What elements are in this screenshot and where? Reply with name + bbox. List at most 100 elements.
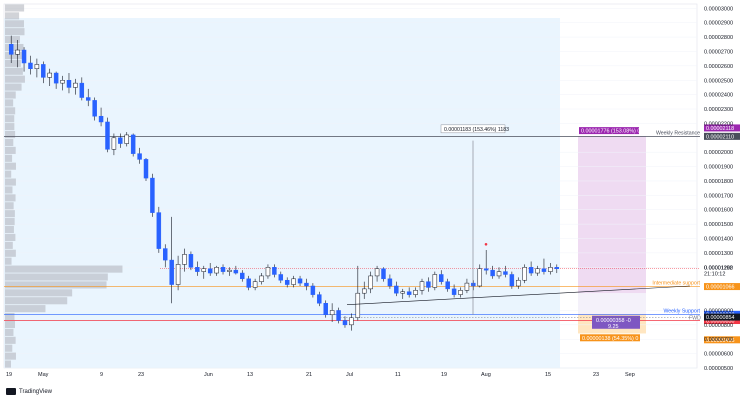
profile-bar [5,344,13,352]
candle-body [105,121,110,150]
profile-bar [5,297,68,305]
candle-body [419,281,425,291]
candle-body [535,268,540,274]
candle-body [130,134,136,154]
x-tick-label: 15 [545,372,551,378]
candle-body [516,279,521,287]
y-tick-label: 0.00000900 [704,308,733,314]
candles [8,35,560,331]
candle-body [329,310,335,316]
stop-box [580,334,640,342]
candle-body [8,44,14,55]
candle-body [503,271,508,275]
candle-body [60,80,65,84]
candle-body [284,279,290,285]
candle-body [175,264,181,285]
x-tick-label: 13 [247,372,253,378]
y-tick-label: 0.00002600 [704,64,733,70]
tradingview-logo-icon [6,388,16,395]
profile-bar [5,146,16,154]
candle-body [47,72,52,78]
price-tag-label: 0.00000830 [706,319,734,325]
candle-body [342,320,348,326]
y-tick-label: 0.00000600 [704,352,733,358]
profile-bar [5,265,123,273]
x-tick-label: 23 [138,372,144,378]
footer: TradingView [6,388,52,395]
price-tag [704,336,740,344]
y-tick-label: 0.00001900 [704,165,733,171]
candle-body [21,49,27,64]
signal-marker [484,242,488,246]
y-tick-label: 0.00001800 [704,179,733,185]
candle-body [28,62,33,69]
candle-body [15,49,20,55]
candle-body [304,282,309,287]
measure-label: 0.00001183 (153.46%) 1183 [444,127,509,133]
y-tick-label: 0.00002000 [704,150,733,156]
candle-body [201,268,207,272]
profile-bar [5,107,16,115]
x-axis: 19 May 9 23 Jun 13 21 Jul 11 19 Aug 15 23 Sep [6,372,635,378]
background-layer [3,3,698,369]
candle-body [554,267,560,269]
candle-body [387,278,393,287]
profile-bar [5,194,16,202]
trend-line [346,285,691,305]
price-tag [704,313,740,321]
profile-bar [5,305,46,313]
y-tick-label: 0.00001400 [704,237,733,243]
profile-bar [5,186,13,194]
date-range-shade [4,18,560,368]
profile-bar [5,170,12,178]
profile-bar [5,202,14,210]
range-box [592,315,640,329]
y-tick-label: 0.00002800 [704,35,733,41]
target-price-label: 0.00002118 [706,126,734,132]
candle-body [426,281,431,288]
current-time-label: 21:10:12 [704,271,725,277]
candle-body [291,278,296,285]
profile-bar [5,313,15,321]
brand-label: TradingView [19,388,53,395]
grid-layer [4,8,697,369]
y-tick-label: 0.00002900 [704,21,733,27]
y-tick-label: 0.00002500 [704,78,733,84]
mid-label: FWD [689,316,701,322]
overlay-annotations: 0.00001183 (153.46%) 1183 0.00001776 (153… [340,124,740,342]
profile-bar [5,75,25,83]
mid-zone [578,293,646,315]
stop-label: 0.00000138 (54.35%) 0 [582,336,638,342]
target-price-tag [704,124,740,132]
candle-body [413,290,418,295]
candle-body [355,292,361,318]
candle-body [182,254,187,265]
candle-body [278,274,284,281]
profile-bar [5,320,15,329]
price-tag [704,283,740,291]
candle-body [496,271,502,277]
candle-body [227,269,232,272]
profile-bar [5,225,14,234]
candle-body [79,82,85,98]
profile-bar [5,36,20,44]
profile-bar [5,12,20,20]
y-tick-label: 0.00000500 [704,366,733,372]
profile-bar [5,4,25,12]
y-tick-label: 0.00001700 [704,193,733,199]
profile-bar [5,59,21,67]
y-tick-label: 0.00002200 [704,121,733,127]
y-tick-label: 0.00000800 [704,323,733,329]
y-tick-label: 0.00001300 [704,251,733,257]
candle-body [252,281,258,288]
profile-bar [5,91,16,99]
volume-profile [5,4,123,368]
candle-body [336,310,341,321]
price-tag [704,132,740,140]
x-tick-label: 19 [6,372,12,378]
candle-body [317,294,322,304]
profile-bar [5,328,14,336]
y-tick-label: 0.00002300 [704,107,733,113]
profile-bar [5,233,16,241]
profile-bar [5,218,15,226]
